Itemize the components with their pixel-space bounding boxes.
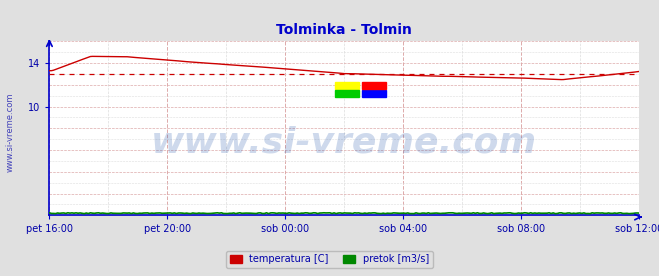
Bar bbox=[362, 82, 386, 89]
Legend: temperatura [C], pretok [m3/s]: temperatura [C], pretok [m3/s] bbox=[226, 251, 433, 268]
Bar bbox=[335, 90, 359, 97]
Bar bbox=[335, 82, 359, 89]
Text: www.si-vreme.com: www.si-vreme.com bbox=[152, 125, 537, 159]
Bar bbox=[362, 90, 386, 97]
Text: www.si-vreme.com: www.si-vreme.com bbox=[5, 93, 14, 172]
Title: Tolminka - Tolmin: Tolminka - Tolmin bbox=[276, 23, 413, 38]
